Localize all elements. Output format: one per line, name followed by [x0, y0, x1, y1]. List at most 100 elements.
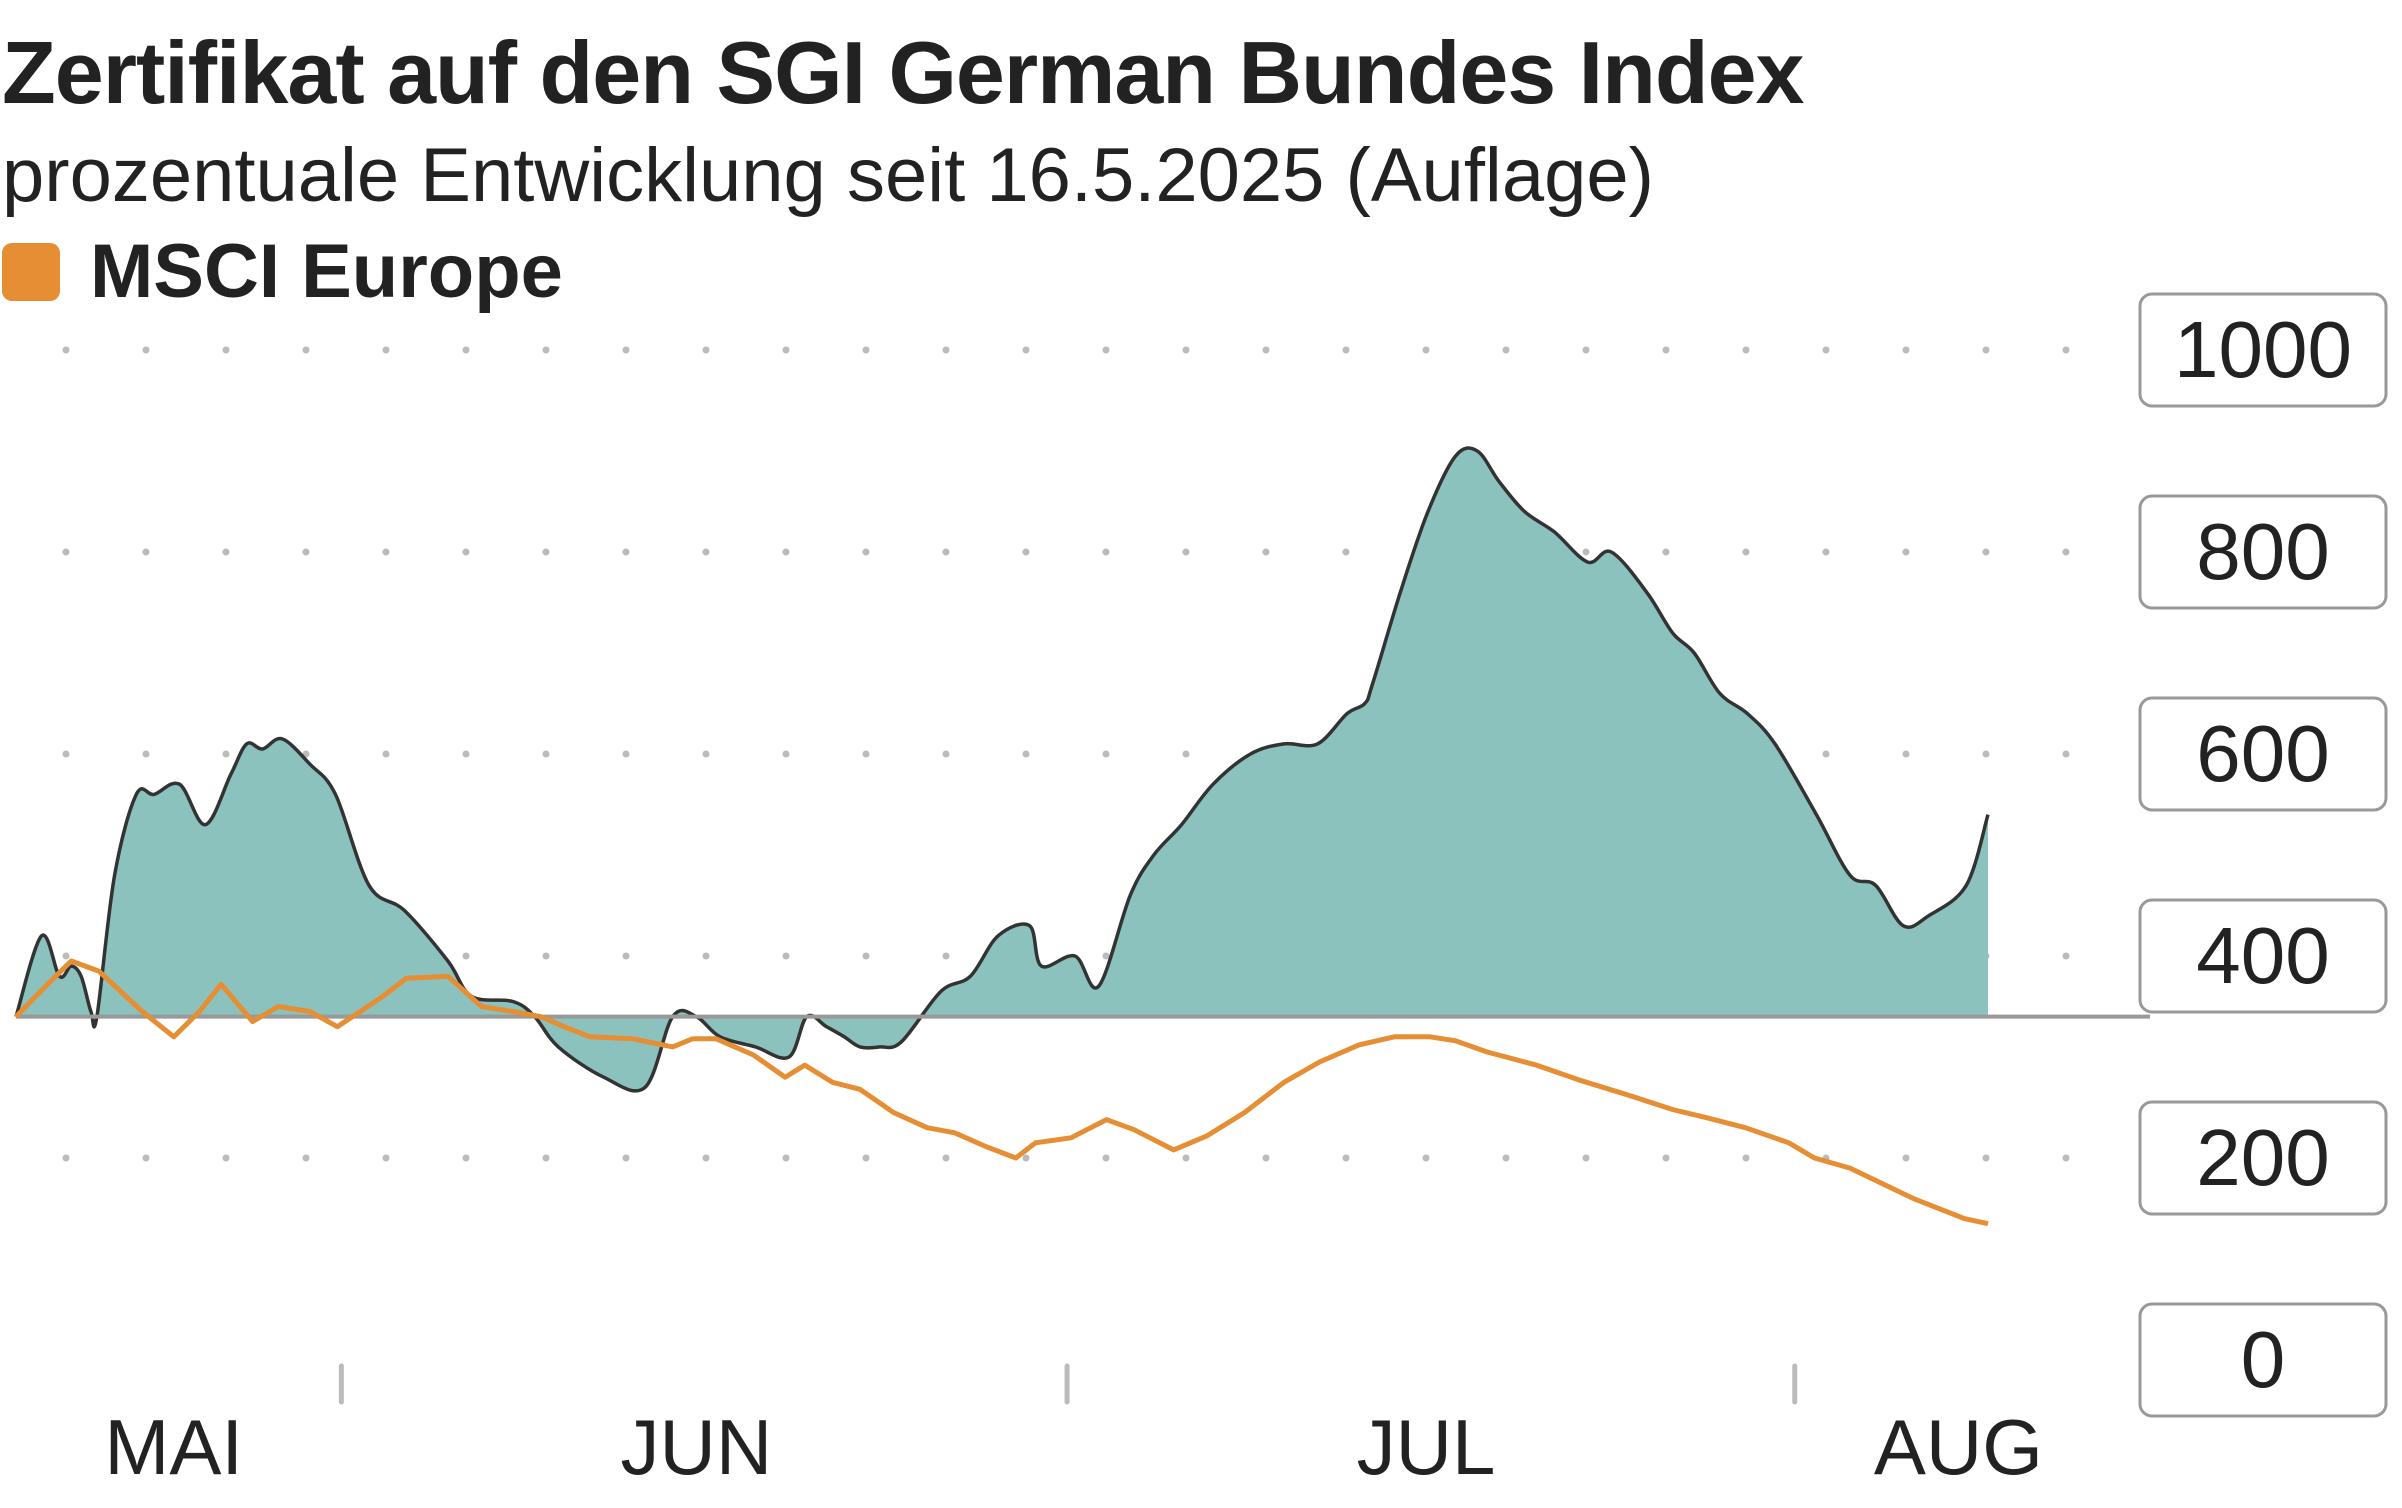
grid-dot [1182, 1154, 1190, 1162]
grid-dot [702, 548, 710, 556]
grid-dot [862, 952, 870, 960]
y-tick-label: 1000 [2174, 305, 2352, 394]
grid-dot [1182, 750, 1190, 758]
grid-dot [222, 750, 230, 758]
grid-dot [702, 952, 710, 960]
grid-dot [302, 1154, 310, 1162]
grid-dot [782, 1154, 790, 1162]
grid-dot [1422, 1154, 1430, 1162]
y-axis: 0 200 400 600 800 1000 [2138, 292, 2388, 1418]
grid-dot [1502, 346, 1510, 354]
grid-dot [862, 548, 870, 556]
y-tick-box [2138, 696, 2388, 812]
grid-dot [1982, 1154, 1990, 1162]
grid-dot [1182, 548, 1190, 556]
grid-dot [1102, 1154, 1110, 1162]
grid-dot [1022, 1154, 1030, 1162]
grid-dot [142, 346, 150, 354]
grid-dot [142, 548, 150, 556]
grid-dot [1342, 346, 1350, 354]
grid-dot [702, 346, 710, 354]
y-tick-label: 200 [2196, 1113, 2329, 1202]
grid-dot [862, 346, 870, 354]
grid-dot [62, 1154, 70, 1162]
grid-dot [1502, 1154, 1510, 1162]
y-tick-box [2138, 1100, 2388, 1216]
grid-dot [142, 750, 150, 758]
grid-dot [1662, 346, 1670, 354]
x-axis: MAI JUN JUL AUG [104, 1363, 2043, 1491]
grid-dot [1262, 548, 1270, 556]
y-tick-box [2138, 292, 2388, 408]
grid-dot [302, 548, 310, 556]
grid-dot [1262, 346, 1270, 354]
y-tick-box [2138, 898, 2388, 1014]
legend: MSCI Europe [2, 228, 563, 315]
grid-dot [622, 346, 630, 354]
x-tick-label: JUL [1357, 1403, 1496, 1491]
certificate-area-fill [16, 448, 1988, 1091]
grid-dot [1902, 346, 1910, 354]
grid-dot [222, 346, 230, 354]
grid-dot [622, 952, 630, 960]
chart-title: Zertifikat auf den SGI German Bundes Ind… [2, 23, 1804, 122]
grid-dot [1582, 346, 1590, 354]
grid-dot [622, 750, 630, 758]
grid-dot [462, 548, 470, 556]
grid-dot [1102, 952, 1110, 960]
grid-dot [1662, 548, 1670, 556]
grid-dot [702, 750, 710, 758]
grid-dot [462, 346, 470, 354]
y-tick-label: 0 [2241, 1315, 2286, 1404]
grid-dot [1982, 346, 1990, 354]
grid-dot [1902, 1154, 1910, 1162]
grid-dot [1822, 548, 1830, 556]
grid-dot [2062, 548, 2070, 556]
grid-dot [1902, 750, 1910, 758]
grid-dot [542, 548, 550, 556]
y-tick-label: 400 [2196, 911, 2329, 1000]
grid-dot [62, 548, 70, 556]
grid-dot [1982, 750, 1990, 758]
grid-dot [462, 750, 470, 758]
x-tick-label: AUG [1874, 1403, 2043, 1491]
grid-dot [1662, 1154, 1670, 1162]
grid-dot [542, 750, 550, 758]
grid-dot [1102, 750, 1110, 758]
msci-europe-line [14, 958, 1989, 1227]
grid-dot [942, 750, 950, 758]
grid-dot [1742, 346, 1750, 354]
y-tick-label: 600 [2196, 709, 2329, 798]
grid-dot [862, 1154, 870, 1162]
grid-dot [302, 346, 310, 354]
grid-dot [702, 1154, 710, 1162]
x-tick-label: MAI [104, 1403, 243, 1491]
grid-dot [1342, 548, 1350, 556]
y-tick-box [2138, 1302, 2388, 1418]
grid-dot [1022, 750, 1030, 758]
grid-dot [942, 548, 950, 556]
grid-dot [1822, 750, 1830, 758]
grid-dot [1102, 346, 1110, 354]
grid-dot [222, 1154, 230, 1162]
grid-dot [1582, 1154, 1590, 1162]
x-tick-label: JUN [621, 1403, 773, 1491]
grid-dot [1342, 1154, 1350, 1162]
grid-dot [62, 750, 70, 758]
grid-dot [1022, 346, 1030, 354]
grid-dot [1982, 548, 1990, 556]
grid-dot [2062, 952, 2070, 960]
grid-dot [62, 346, 70, 354]
y-tick-box [2138, 494, 2388, 610]
grid-dot [782, 548, 790, 556]
grid-dot [2062, 1154, 2070, 1162]
y-tick-label: 800 [2196, 507, 2329, 596]
grid-dot [2062, 750, 2070, 758]
grid-dot [942, 952, 950, 960]
grid-dot [782, 750, 790, 758]
grid-dot [1582, 548, 1590, 556]
grid-dot [1102, 548, 1110, 556]
grid-dot [142, 1154, 150, 1162]
grid-dot [2062, 346, 2070, 354]
